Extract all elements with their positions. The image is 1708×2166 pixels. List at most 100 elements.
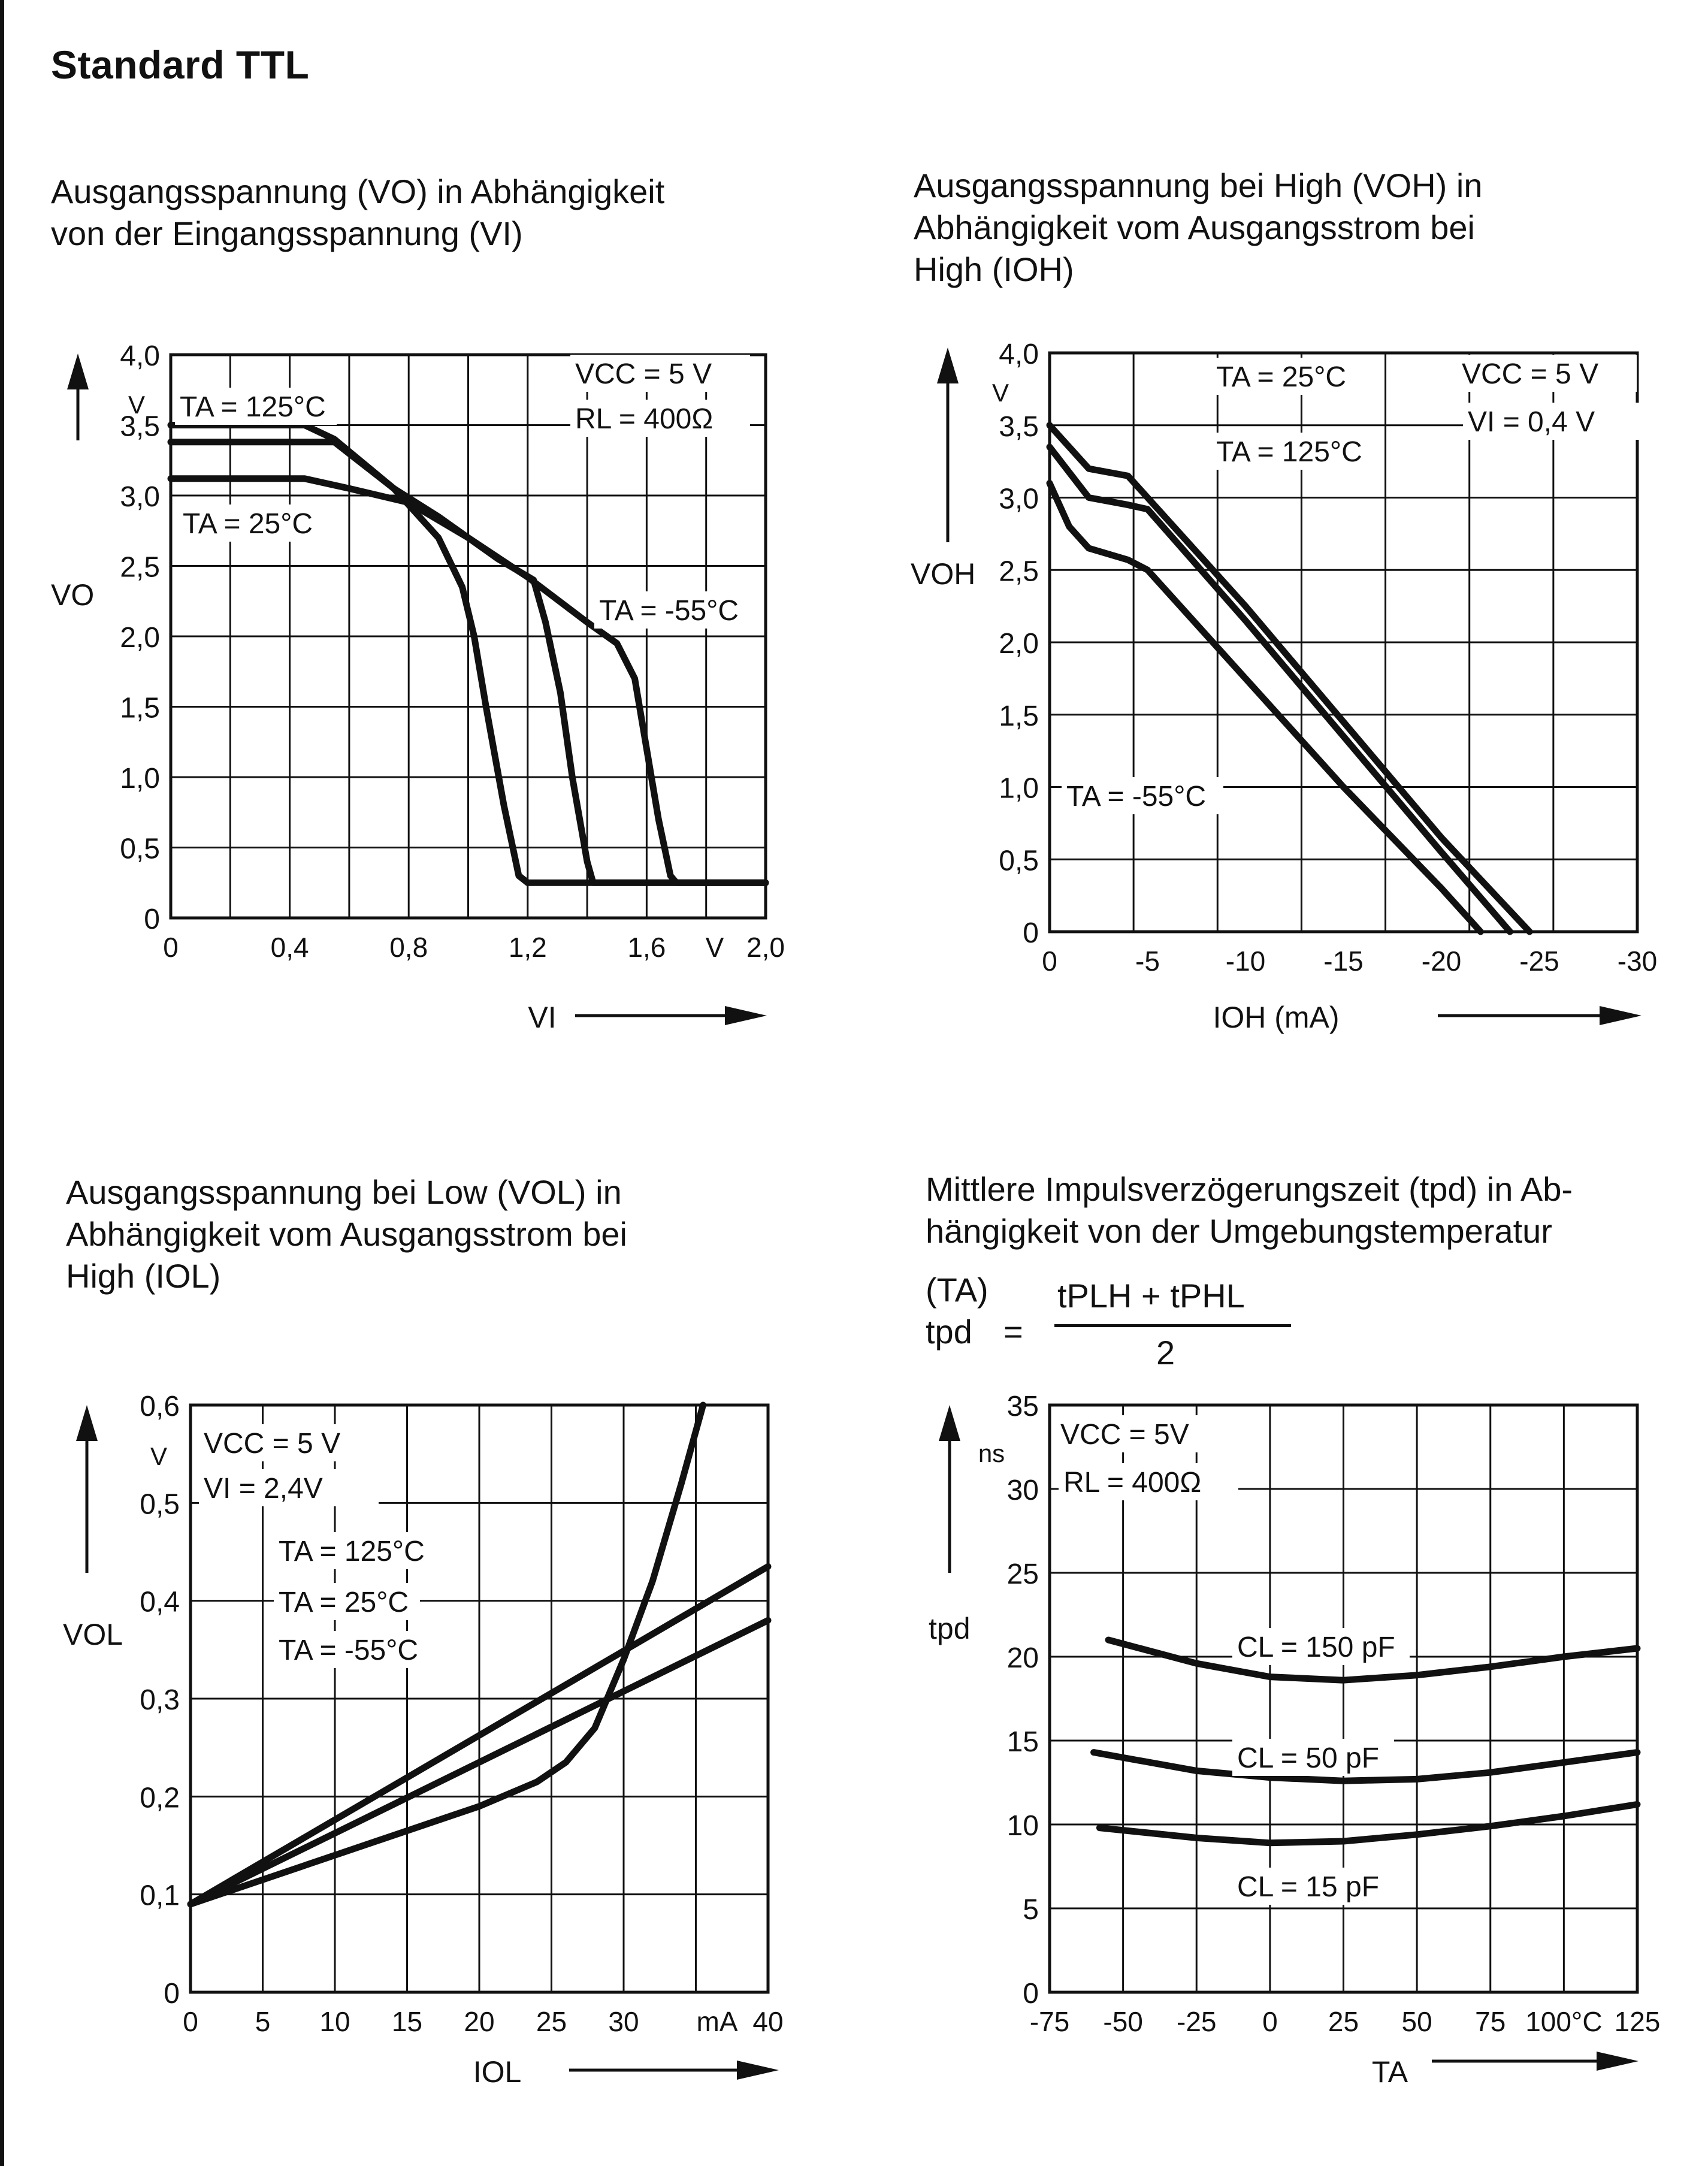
y-tick-label: 0,5 <box>140 1488 180 1520</box>
series-label: TA = 125°C <box>1216 436 1362 468</box>
y-tick-label: 0,6 <box>140 1391 180 1422</box>
plot-frame <box>189 1403 770 1994</box>
x-axis-arrow-head <box>725 1006 767 1025</box>
formula-lhs: (TA) tpd <box>926 1271 988 1351</box>
series-label: CL = 150 pF <box>1237 1632 1395 1663</box>
series-label: TA = -55°C <box>279 1635 418 1666</box>
y-tick-label: 3,0 <box>999 484 1039 515</box>
panel-title-line: High (IOH) <box>914 250 1074 288</box>
panel-title-line: High (IOL) <box>66 1257 221 1295</box>
series-line <box>1046 479 1484 935</box>
x-axis-arrow-head <box>1600 1006 1642 1025</box>
x-tick-label: 100°C <box>1525 2006 1602 2037</box>
series-line <box>167 422 769 886</box>
formula-numerator: tPLH + tPHL <box>1057 1277 1245 1315</box>
y-tick-label: 20 <box>1007 1642 1039 1674</box>
condition-label: VCC = 5 V <box>1462 358 1598 390</box>
series-line <box>1046 422 1533 935</box>
x-tick-label: 1,2 <box>509 932 547 963</box>
series-line <box>167 439 769 886</box>
condition-label: RL = 400Ω <box>575 403 713 435</box>
x-axis-label: IOL <box>473 2055 522 2089</box>
plot-frame <box>1048 1403 1639 1994</box>
series-label-bg <box>594 591 756 629</box>
y-unit-label: V <box>992 379 1009 407</box>
condition-label: VI = 2,4V <box>204 1473 323 1505</box>
y-axis-label: VO <box>51 578 94 612</box>
x-tick-label: 50 <box>1402 2006 1432 2037</box>
condition-label-bg <box>1457 355 1637 392</box>
x-tick-label: -25 <box>1177 2006 1216 2037</box>
y-tick-label: 4,0 <box>120 340 160 372</box>
y-tick-label: 30 <box>1007 1475 1039 1506</box>
x-tick-label: -75 <box>1030 2006 1069 2037</box>
series-line <box>187 1563 772 1908</box>
y-tick-label: 0,4 <box>140 1587 180 1618</box>
x-tick-label: -10 <box>1226 945 1265 977</box>
x-axis-label: TA <box>1372 2055 1408 2089</box>
x-tick-label: 0 <box>163 932 179 963</box>
y-tick-label: 2,0 <box>999 628 1039 660</box>
y-tick-label: 0,5 <box>120 833 160 865</box>
series-line <box>1096 1801 1641 1847</box>
panel-title-line: hängigkeit von der Umgebungstemperatur <box>926 1212 1552 1250</box>
y-tick-label: 3,5 <box>120 411 160 443</box>
y-tick-label: 2,0 <box>120 622 160 654</box>
series-label-bg <box>274 1631 436 1668</box>
series-line <box>167 475 769 886</box>
formula-lhs-symbol: tpd <box>926 1313 972 1351</box>
series-label-bg <box>274 1532 436 1569</box>
formula-fraction-bar <box>1054 1324 1291 1327</box>
panel-title-line: Ausgangsspannung bei High (VOH) in <box>914 167 1483 204</box>
y-tick-label: 0,1 <box>140 1880 180 1912</box>
series-label-bg <box>1211 433 1373 470</box>
x-axis-label: VI <box>528 1001 556 1034</box>
series-label: TA = 125°C <box>279 1536 425 1567</box>
y-tick-label: 0 <box>1023 1978 1039 2010</box>
y-tick-label: 5 <box>1023 1894 1039 1926</box>
y-axis-label: tpd <box>929 1612 971 1645</box>
y-axis-arrow-head <box>937 348 959 383</box>
x-unit-label: V <box>706 932 724 963</box>
panel-title-voh-ioh: Ausgangsspannung bei High (VOH) in Abhän… <box>914 165 1482 291</box>
condition-label: VCC = 5 V <box>204 1428 340 1460</box>
condition-label-bg <box>199 1469 379 1506</box>
x-tick-label: 0,8 <box>389 932 428 963</box>
x-tick-label: 0 <box>1262 2006 1278 2037</box>
x-tick-label: 25 <box>536 2006 567 2037</box>
x-tick-label: 125 <box>1615 2006 1661 2037</box>
series-line <box>187 1617 772 1908</box>
panel-title-line: Abhängigkeit vom Ausgangsstrom bei <box>66 1215 627 1253</box>
page-title: Standard TTL <box>51 43 310 87</box>
y-axis-label: VOL <box>63 1618 123 1651</box>
series-label: TA = -55°C <box>1066 781 1206 812</box>
x-axis-arrow-head <box>737 2061 779 2080</box>
y-tick-label: 2,5 <box>999 555 1039 587</box>
condition-label-bg <box>1463 403 1643 440</box>
series-label: TA = 25°C <box>183 508 313 540</box>
x-tick-label: -5 <box>1135 945 1160 977</box>
series-label: CL = 15 pF <box>1237 1871 1379 1903</box>
page-edge-bar <box>0 0 4 2166</box>
condition-label-bg <box>570 355 750 392</box>
series-label: TA = -55°C <box>599 595 739 627</box>
x-unit-label: mA <box>697 2006 738 2037</box>
series-label: TA = 25°C <box>1216 361 1346 393</box>
condition-label-bg <box>1056 1415 1235 1452</box>
x-axis-label: IOH (mA) <box>1213 1001 1339 1034</box>
y-tick-label: 1,5 <box>120 693 160 724</box>
condition-label: VCC = 5 V <box>575 358 712 390</box>
x-tick-label: -15 <box>1323 945 1363 977</box>
series-label-bg <box>1062 777 1223 814</box>
y-tick-label: 0,3 <box>140 1684 180 1716</box>
y-axis-arrow-head <box>67 354 89 389</box>
y-tick-label: 0 <box>144 904 160 935</box>
y-axis-arrow-head <box>76 1405 98 1441</box>
x-tick-label: -25 <box>1519 945 1559 977</box>
x-tick-label: -50 <box>1103 2006 1142 2037</box>
condition-label-bg <box>1059 1463 1238 1500</box>
y-tick-label: 1,0 <box>999 773 1039 805</box>
y-tick-label: 35 <box>1007 1391 1039 1422</box>
